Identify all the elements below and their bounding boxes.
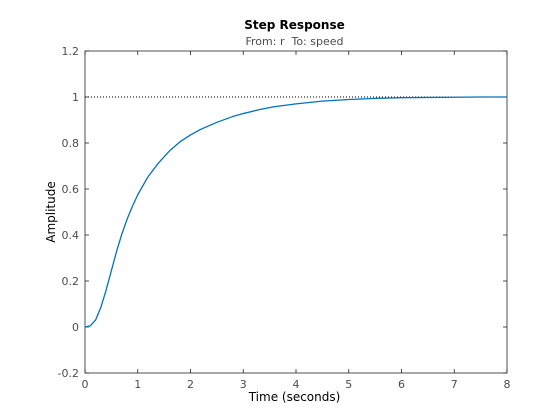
- y-tick-label: 0.8: [62, 137, 80, 150]
- x-tick-label: 7: [451, 378, 458, 391]
- labels-group: Step Response From: r To: speed Time (se…: [44, 18, 345, 404]
- x-tick-label: 4: [293, 378, 300, 391]
- y-tick-label: 0.2: [62, 275, 80, 288]
- y-tick-label: 1.2: [62, 45, 80, 58]
- series-group: [84, 96, 507, 328]
- x-tick-label: 0: [82, 378, 89, 391]
- chart-subtitle: From: r To: speed: [246, 35, 344, 48]
- x-tick-label: 3: [240, 378, 247, 391]
- y-axis-label: Amplitude: [44, 181, 58, 243]
- y-tick-label: 0: [72, 321, 79, 334]
- y-tick-label: 1: [72, 91, 79, 104]
- x-tick-label: 5: [345, 378, 352, 391]
- x-tick-label: 8: [504, 378, 511, 391]
- x-axis-label: Time (seconds): [248, 390, 341, 404]
- x-tick-label: 6: [398, 378, 405, 391]
- x-tick-label: 1: [134, 378, 141, 391]
- y-tick-label: 0.4: [62, 229, 80, 242]
- step-response-line: [84, 96, 507, 328]
- x-tick-label: 2: [187, 378, 194, 391]
- y-tick-label: 0.6: [62, 183, 80, 196]
- chart-title: Step Response: [244, 18, 344, 32]
- axes: [84, 50, 508, 374]
- ticks: 0 1 2 3 4 5 6 7 8-0.200.20.40.60.811.2: [58, 45, 511, 391]
- y-tick-label: -0.2: [58, 367, 79, 380]
- plot-area-box: [84, 50, 508, 374]
